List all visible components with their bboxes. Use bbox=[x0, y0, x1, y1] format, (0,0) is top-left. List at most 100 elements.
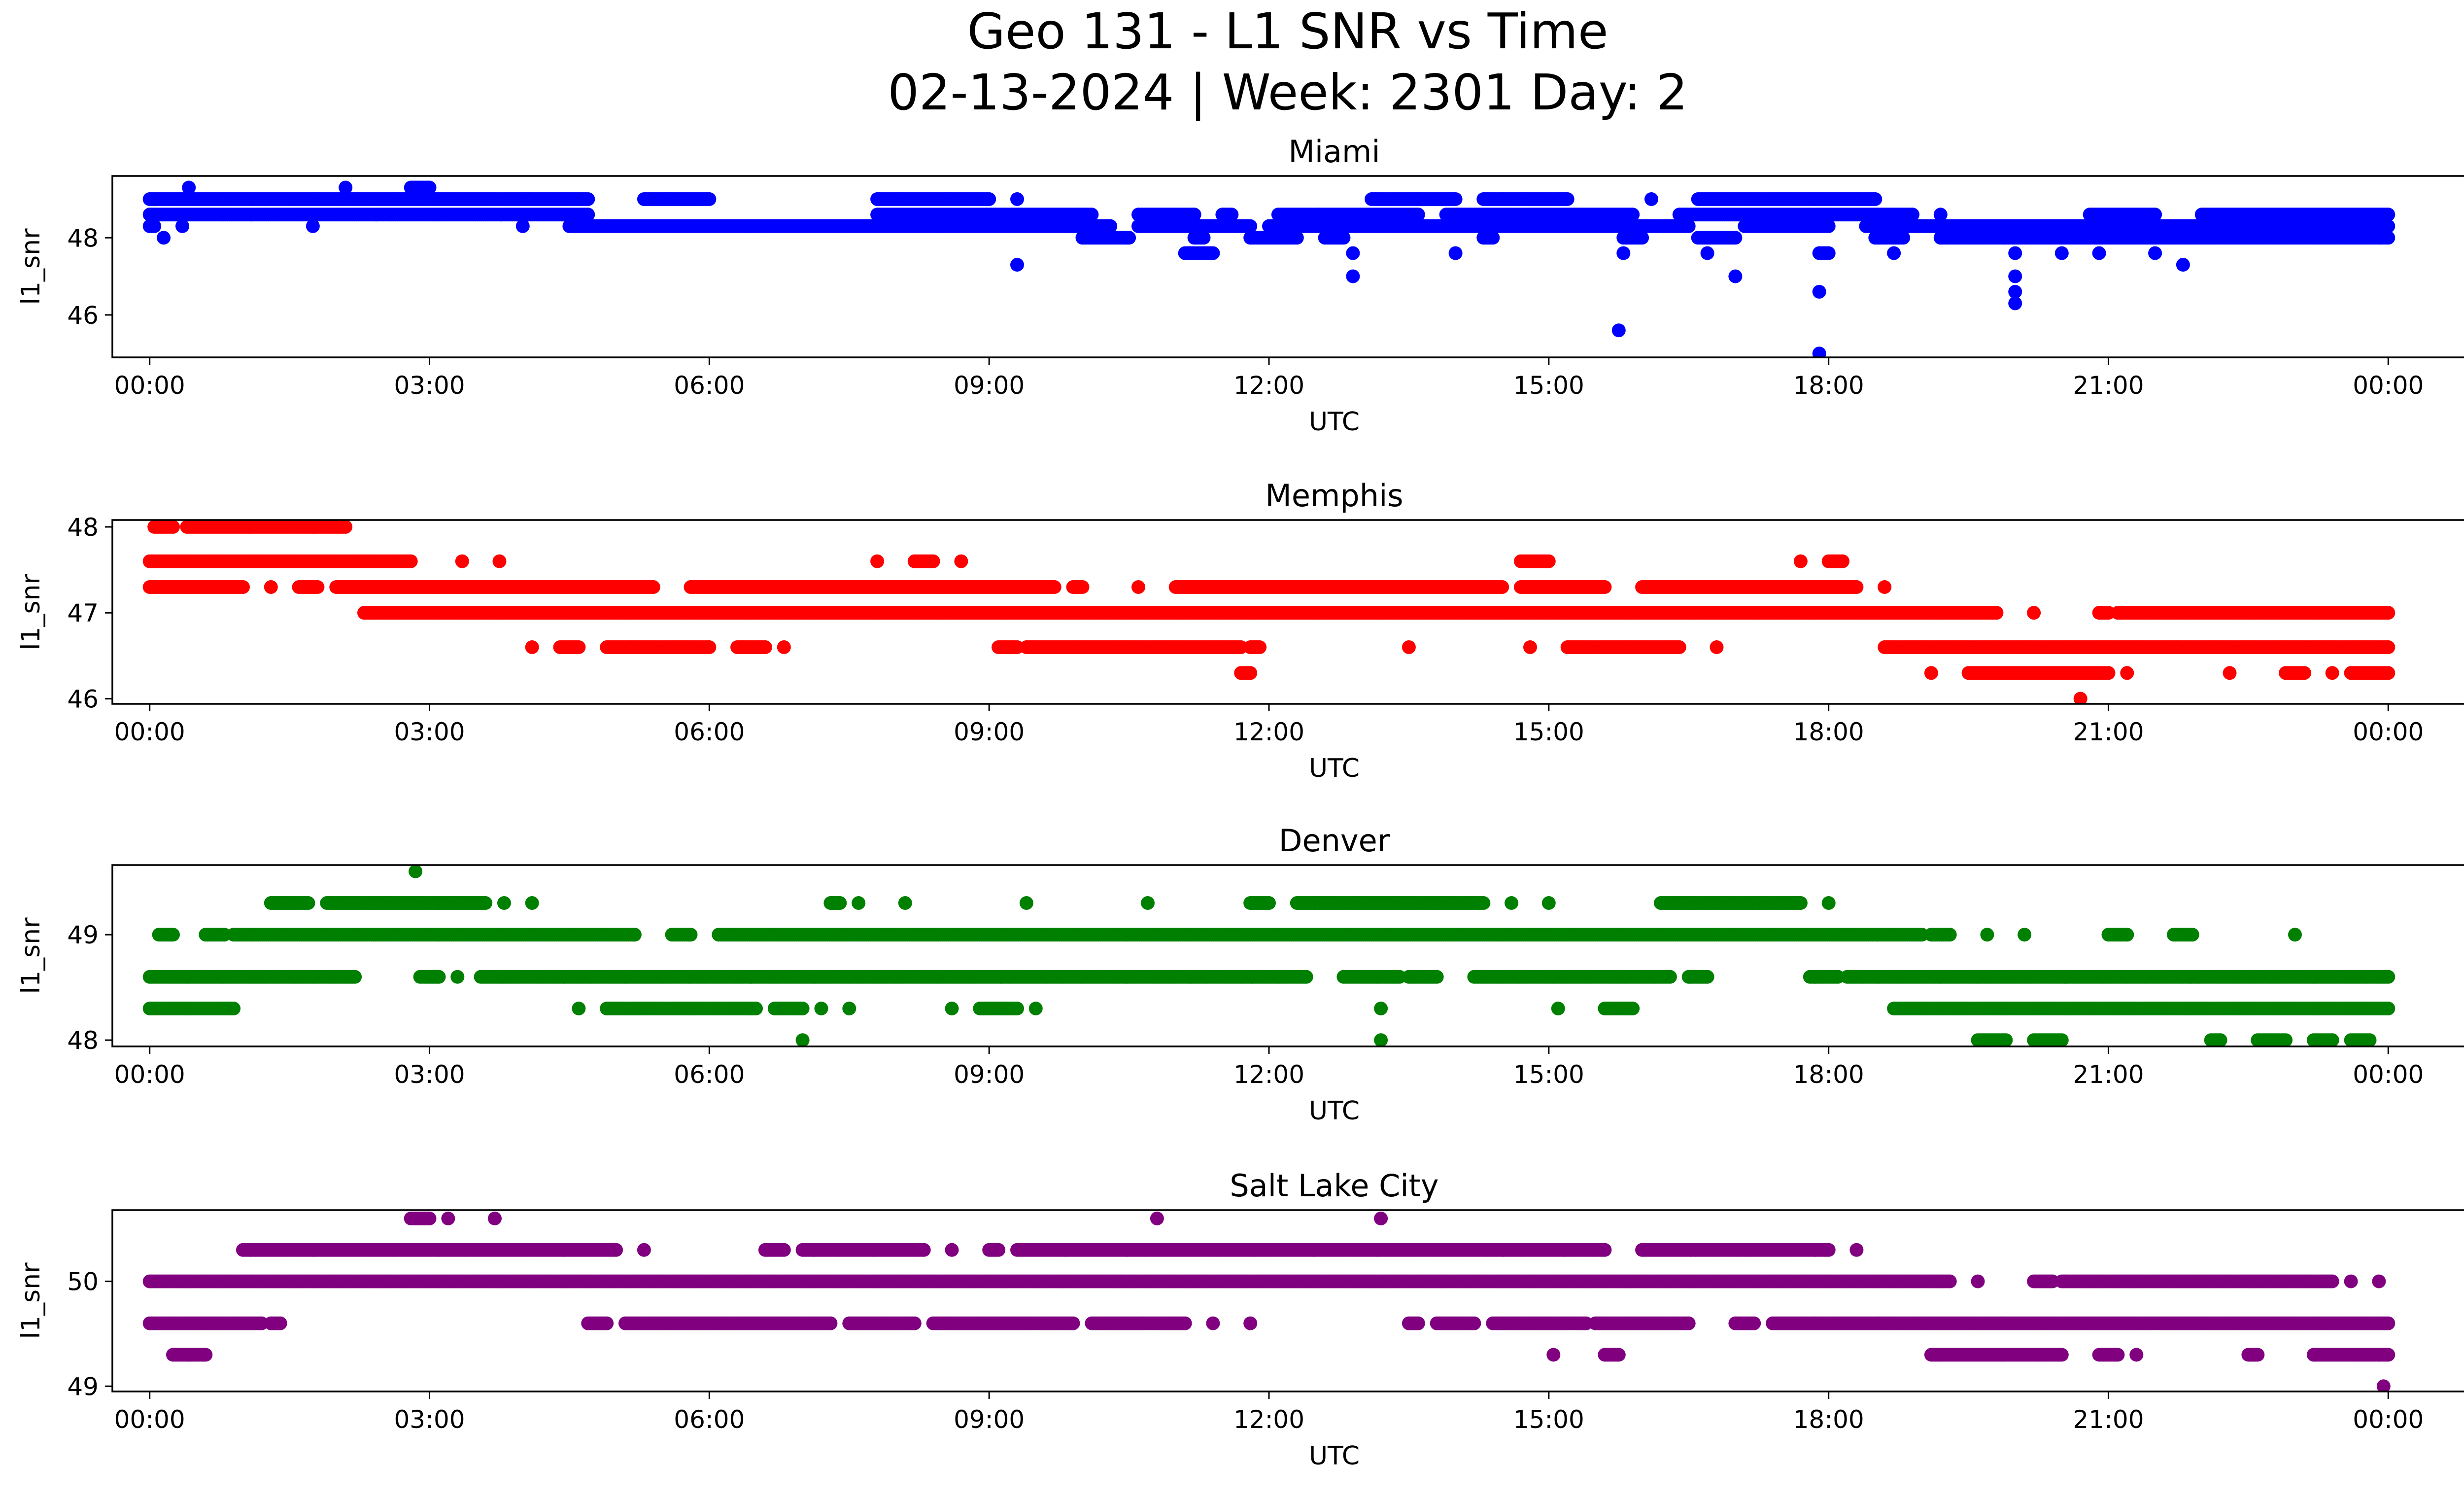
data-point bbox=[236, 580, 250, 594]
x-tick-label: 18:00 bbox=[1793, 371, 1864, 400]
data-point bbox=[2381, 606, 2396, 620]
data-point bbox=[702, 640, 717, 654]
data-point bbox=[1010, 258, 1024, 272]
data-point bbox=[525, 640, 539, 654]
data-point bbox=[1290, 231, 1304, 245]
data-point bbox=[1122, 231, 1136, 245]
data-point bbox=[1047, 580, 1061, 594]
data-point bbox=[982, 192, 996, 206]
data-point bbox=[1187, 208, 1201, 222]
data-point bbox=[1821, 219, 1836, 233]
data-point bbox=[2092, 246, 2106, 260]
data-point bbox=[1243, 219, 1258, 233]
data-point bbox=[1878, 580, 1892, 594]
data-point bbox=[1448, 192, 1463, 206]
data-point bbox=[1402, 640, 1416, 654]
y-tick-label: 46 bbox=[67, 301, 99, 330]
data-point bbox=[306, 219, 320, 233]
data-point bbox=[1989, 606, 2004, 620]
data-point bbox=[2223, 666, 2237, 680]
data-point bbox=[1411, 208, 1425, 222]
x-axis-label: UTC bbox=[1309, 407, 1360, 437]
data-point bbox=[2120, 666, 2134, 680]
data-point bbox=[1710, 640, 1724, 654]
data-point bbox=[777, 640, 791, 654]
data-point bbox=[2101, 666, 2116, 680]
data-point bbox=[1085, 208, 1099, 222]
data-point bbox=[646, 580, 660, 594]
data-point bbox=[1495, 580, 1509, 594]
x-tick-label: 09:00 bbox=[954, 371, 1025, 400]
data-series bbox=[142, 520, 2396, 704]
data-point bbox=[1681, 219, 1696, 233]
data-point bbox=[1075, 580, 1090, 594]
data-point bbox=[339, 180, 353, 195]
data-point bbox=[175, 219, 189, 233]
data-point bbox=[2148, 246, 2162, 260]
data-point bbox=[157, 231, 171, 245]
data-point bbox=[702, 192, 717, 206]
data-point bbox=[758, 640, 772, 654]
figure-title-line2: 02-13-2024 | Week: 2301 Day: 2 bbox=[888, 64, 1687, 121]
data-point bbox=[1243, 666, 1258, 680]
data-point bbox=[147, 219, 162, 233]
data-point bbox=[1523, 640, 1537, 654]
data-point bbox=[2297, 666, 2311, 680]
data-point bbox=[2381, 219, 2396, 233]
data-point bbox=[1225, 208, 1239, 222]
data-point bbox=[581, 208, 595, 222]
data-point bbox=[1821, 246, 1836, 260]
data-point bbox=[1812, 284, 1826, 299]
data-point bbox=[1626, 208, 1640, 222]
data-point bbox=[1849, 580, 1864, 594]
data-point bbox=[455, 554, 469, 568]
data-point bbox=[1635, 231, 1649, 245]
y-axis-label: l1_snr bbox=[16, 228, 46, 305]
subplot-title: Miami bbox=[1288, 134, 1380, 170]
data-point bbox=[581, 192, 595, 206]
x-tick-label: 03:00 bbox=[394, 371, 465, 400]
data-point bbox=[264, 580, 278, 594]
data-point bbox=[1197, 231, 1211, 245]
data-point bbox=[2325, 666, 2339, 680]
data-point bbox=[1728, 231, 1743, 245]
x-tick-label: 12:00 bbox=[1233, 371, 1304, 400]
x-tick-label: 15:00 bbox=[1513, 371, 1584, 400]
data-point bbox=[1486, 231, 1500, 245]
data-point bbox=[1541, 554, 1556, 568]
data-point bbox=[1924, 666, 1938, 680]
data-point bbox=[2381, 666, 2396, 680]
data-point bbox=[1103, 219, 1118, 233]
y-tick-label: 48 bbox=[67, 224, 99, 252]
data-point bbox=[515, 219, 530, 233]
data-point bbox=[1933, 208, 1948, 222]
data-point bbox=[404, 554, 418, 568]
data-point bbox=[1906, 208, 1919, 222]
data-point bbox=[2008, 296, 2022, 311]
data-point bbox=[310, 580, 325, 594]
data-point bbox=[2176, 258, 2190, 272]
data-point bbox=[1611, 323, 1626, 338]
axes-frame bbox=[111, 519, 2464, 705]
axes-frame bbox=[111, 175, 2464, 358]
data-point bbox=[926, 554, 940, 568]
data-point bbox=[2054, 246, 2069, 260]
data-point bbox=[339, 520, 353, 534]
data-point bbox=[1672, 640, 1686, 654]
data-point bbox=[2148, 208, 2162, 222]
data-point bbox=[954, 554, 968, 568]
data-point bbox=[2381, 208, 2396, 222]
data-point bbox=[1700, 246, 1714, 260]
data-point bbox=[1896, 231, 1911, 245]
data-point bbox=[422, 180, 437, 195]
data-point bbox=[2381, 231, 2396, 245]
x-tick-label: 00:00 bbox=[2353, 371, 2424, 400]
data-point bbox=[2008, 246, 2022, 260]
data-point bbox=[166, 520, 180, 534]
data-point bbox=[1728, 269, 1743, 283]
data-point bbox=[1793, 554, 1808, 568]
